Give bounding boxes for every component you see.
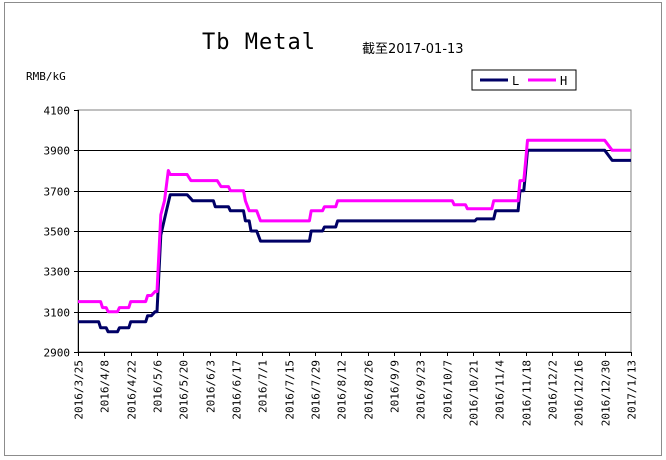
x-tick-label: 2016/6/17 [231,360,244,420]
y-axis-unit-label: RMB/kG [26,70,66,83]
x-tick-label: 2016/4/8 [99,360,112,413]
y-tick-label: 4100 [44,105,71,118]
x-tick-label: 2016/9/9 [389,360,402,413]
x-tick-label: 2016/12/30 [600,360,613,426]
x-tick-label: 2016/10/21 [468,360,481,426]
y-tick-label: 3700 [44,186,71,199]
x-tick-label: 2016/8/26 [363,360,376,420]
x-tick-label: 2016/5/20 [178,360,191,420]
x-tick-label: 2016/4/22 [126,360,139,420]
y-tick-label: 3500 [44,226,71,239]
x-tick-label: 2016/11/4 [494,360,507,420]
x-tick-label: 2016/12/16 [573,360,586,426]
y-tick-label: 3100 [44,307,71,320]
x-tick-label: 2016/8/12 [336,360,349,420]
legend-label-L: L [512,74,519,88]
y-tick-label: 3300 [44,266,71,279]
chart-title: Tb Metal [202,30,316,55]
x-tick-label: 2016/3/25 [73,360,86,420]
y-tick-label: 2900 [44,347,71,360]
x-tick-label: 2016/7/15 [284,360,297,420]
legend-box [471,69,577,91]
x-tick-label: 2016/5/6 [152,360,165,413]
x-tick-label: 2016/6/3 [205,360,218,413]
x-tick-label: 2016/7/1 [257,360,270,413]
x-tick-label: 2016/12/2 [547,360,560,420]
chart-subtitle: 截至2017-01-13 [362,42,464,57]
x-tick-label: 2016/7/29 [310,360,323,420]
x-tick-label: 2016/11/18 [521,360,534,426]
x-tick-label: 2017/1/13 [626,360,639,420]
y-tick-label: 3900 [44,145,71,158]
x-tick-label: 2016/10/7 [442,360,455,420]
legend-label-H: H [560,74,567,88]
series-line-L [78,148,631,334]
x-tick-label: 2016/9/23 [415,360,428,420]
series-line-H [78,138,631,314]
